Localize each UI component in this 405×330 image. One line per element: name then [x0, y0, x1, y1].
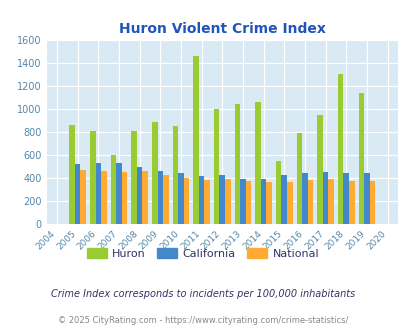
- Bar: [90, 131, 95, 224]
- Bar: [316, 115, 322, 224]
- Bar: [69, 125, 75, 224]
- Bar: [281, 175, 286, 224]
- Bar: [80, 170, 86, 224]
- Bar: [95, 163, 101, 224]
- Bar: [178, 173, 183, 224]
- Bar: [260, 180, 266, 224]
- Bar: [157, 171, 163, 224]
- Bar: [343, 173, 348, 224]
- Bar: [219, 175, 224, 224]
- Bar: [193, 56, 198, 224]
- Bar: [348, 181, 354, 224]
- Bar: [75, 164, 80, 224]
- Bar: [131, 131, 136, 224]
- Bar: [172, 126, 178, 224]
- Bar: [234, 104, 240, 224]
- Bar: [183, 178, 189, 224]
- Bar: [301, 173, 307, 224]
- Bar: [275, 161, 281, 224]
- Bar: [213, 109, 219, 224]
- Bar: [369, 181, 374, 224]
- Bar: [322, 172, 328, 224]
- Bar: [296, 133, 301, 224]
- Bar: [363, 173, 369, 224]
- Bar: [101, 171, 107, 224]
- Bar: [163, 175, 168, 224]
- Bar: [122, 172, 127, 224]
- Bar: [240, 180, 245, 224]
- Text: Crime Index corresponds to incidents per 100,000 inhabitants: Crime Index corresponds to incidents per…: [51, 289, 354, 299]
- Bar: [245, 181, 251, 224]
- Bar: [151, 121, 157, 224]
- Text: © 2025 CityRating.com - https://www.cityrating.com/crime-statistics/: © 2025 CityRating.com - https://www.city…: [58, 316, 347, 325]
- Bar: [204, 180, 209, 224]
- Bar: [136, 167, 142, 224]
- Bar: [198, 177, 204, 224]
- Bar: [286, 182, 292, 224]
- Bar: [110, 155, 116, 224]
- Bar: [224, 179, 230, 224]
- Title: Huron Violent Crime Index: Huron Violent Crime Index: [119, 22, 325, 36]
- Bar: [266, 182, 271, 224]
- Bar: [358, 93, 363, 224]
- Legend: Huron, California, National: Huron, California, National: [82, 244, 323, 263]
- Bar: [116, 163, 121, 224]
- Bar: [142, 171, 148, 224]
- Bar: [337, 74, 343, 224]
- Bar: [307, 180, 313, 224]
- Bar: [255, 102, 260, 224]
- Bar: [328, 179, 333, 224]
